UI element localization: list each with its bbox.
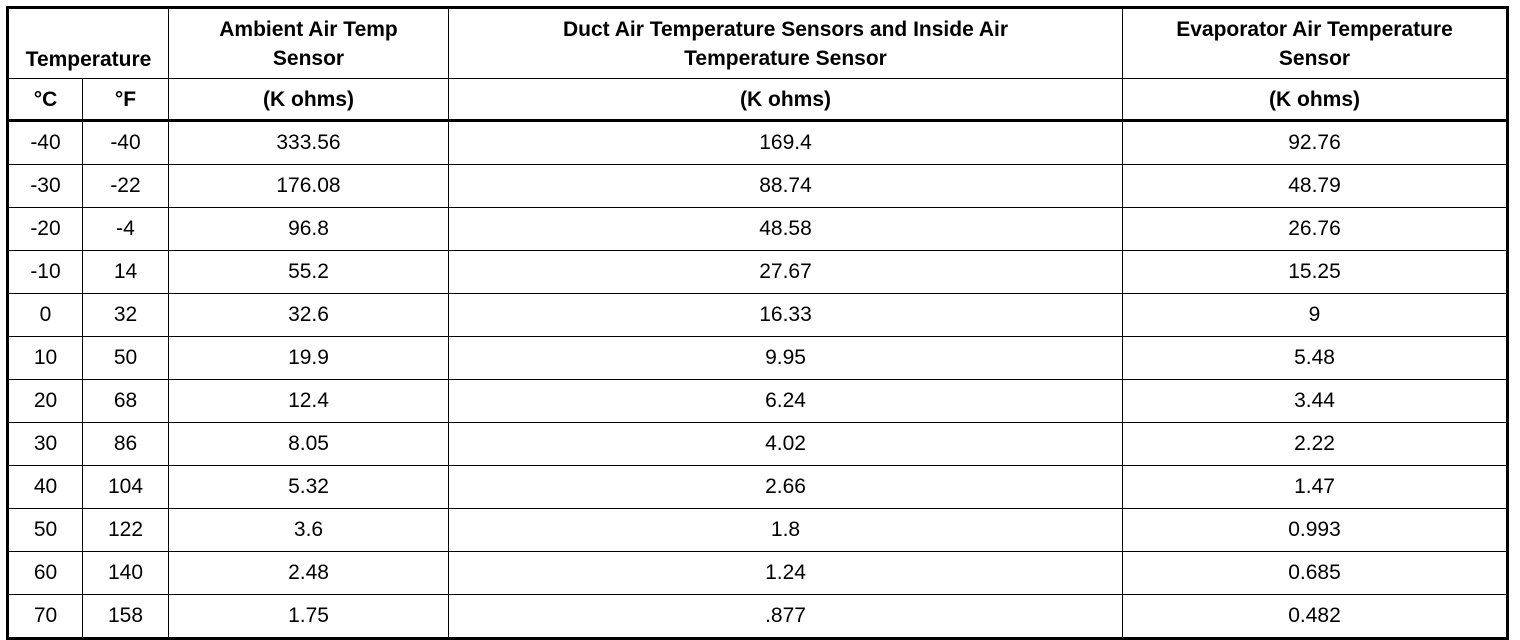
data-cell: 2.22 xyxy=(1122,422,1508,466)
data-cell: 88.74 xyxy=(448,164,1123,208)
data-cell: 48.58 xyxy=(448,207,1123,251)
data-cell: 5.48 xyxy=(1122,336,1508,380)
data-cell: 104 xyxy=(82,465,169,509)
data-cell: 0.993 xyxy=(1122,508,1508,552)
column-header: Duct Air Temperature Sensors and Inside … xyxy=(448,7,1123,79)
data-cell: 27.67 xyxy=(448,250,1123,294)
data-cell: 0 xyxy=(7,293,83,337)
data-cell: 158 xyxy=(82,594,169,639)
data-row: -20 -4 96.8 48.58 26.76 xyxy=(7,207,1508,251)
data-row: 20 68 12.4 6.24 3.44 xyxy=(7,379,1508,423)
header-row: Temperature Ambient Air Temp Sensor Duct… xyxy=(7,7,1508,79)
data-cell: 10 xyxy=(7,336,83,380)
data-cell: 140 xyxy=(82,551,169,595)
data-row: 70 158 1.75.877 0.482 xyxy=(7,594,1508,639)
data-row: 60 140 2.48 1.24 0.685 xyxy=(7,551,1508,595)
data-cell: 5.32 xyxy=(168,465,449,509)
data-row: 30 86 8.05 4.02 2.22 xyxy=(7,422,1508,466)
data-cell: 3.6 xyxy=(168,508,449,552)
data-cell: 19.9 xyxy=(168,336,449,380)
data-cell: 32.6 xyxy=(168,293,449,337)
unit-header: °C xyxy=(7,78,83,122)
data-cell: 3.44 xyxy=(1122,379,1508,423)
data-cell: 50 xyxy=(7,508,83,552)
data-cell: 1.24 xyxy=(448,551,1123,595)
data-row: -10 14 55.2 27.67 15.25 xyxy=(7,250,1508,294)
data-cell: 20 xyxy=(7,379,83,423)
data-cell: -20 xyxy=(7,207,83,251)
data-row: 40 104 5.32 2.66 1.47 xyxy=(7,465,1508,509)
data-cell: .877 xyxy=(448,594,1123,639)
data-cell: 4.02 xyxy=(448,422,1123,466)
data-cell: 9 xyxy=(1122,293,1508,337)
data-cell: 92.76 xyxy=(1122,120,1508,165)
data-cell: 86 xyxy=(82,422,169,466)
data-cell: 1.75 xyxy=(168,594,449,639)
data-cell: -4 xyxy=(82,207,169,251)
data-cell: 60 xyxy=(7,551,83,595)
unit-header: (K ohms) xyxy=(168,78,449,122)
table-body: -40 -40 333.56 169.4 92.76 -30 -22 176.08 88.74 4… xyxy=(7,120,1508,639)
unit-header: (K ohms) xyxy=(448,78,1123,122)
data-cell: -40 xyxy=(7,120,83,165)
data-row: -30 -22 176.08 88.74 48.79 xyxy=(7,164,1508,208)
data-cell: 1.8 xyxy=(448,508,1123,552)
data-cell: 68 xyxy=(82,379,169,423)
data-cell: 0.685 xyxy=(1122,551,1508,595)
data-cell: 2.66 xyxy=(448,465,1123,509)
data-cell: 15.25 xyxy=(1122,250,1508,294)
data-cell: 8.05 xyxy=(168,422,449,466)
table-header: Temperature Ambient Air Temp Sensor Duct… xyxy=(7,7,1508,122)
unit-row: °C °F (K ohms) (K ohms) (K ohms) xyxy=(7,78,1508,122)
data-cell: -30 xyxy=(7,164,83,208)
data-cell: 40 xyxy=(7,465,83,509)
data-cell: 50 xyxy=(82,336,169,380)
column-header: Evaporator Air Temperature Sensor xyxy=(1122,7,1508,79)
data-cell: 12.4 xyxy=(168,379,449,423)
data-row: 10 50 19.9 9.95 5.48 xyxy=(7,336,1508,380)
data-cell: 6.24 xyxy=(448,379,1123,423)
column-header: Ambient Air Temp Sensor xyxy=(168,7,449,79)
data-row: 0 32 32.6 16.33 9 xyxy=(7,293,1508,337)
data-cell: 122 xyxy=(82,508,169,552)
data-cell: 333.56 xyxy=(168,120,449,165)
resistance-table: Temperature Ambient Air Temp Sensor Duct… xyxy=(6,6,1509,640)
data-cell: 176.08 xyxy=(168,164,449,208)
data-cell: 48.79 xyxy=(1122,164,1508,208)
data-cell: -22 xyxy=(82,164,169,208)
data-cell: 32 xyxy=(82,293,169,337)
data-cell: 70 xyxy=(7,594,83,639)
data-cell: 9.95 xyxy=(448,336,1123,380)
data-cell: 2.48 xyxy=(168,551,449,595)
group-header: Temperature xyxy=(7,7,169,79)
data-row: -40 -40 333.56 169.4 92.76 xyxy=(7,120,1508,165)
data-cell: 26.76 xyxy=(1122,207,1508,251)
unit-header: (K ohms) xyxy=(1122,78,1508,122)
data-cell: -40 xyxy=(82,120,169,165)
data-cell: 14 xyxy=(82,250,169,294)
data-cell: 16.33 xyxy=(448,293,1123,337)
data-cell: 30 xyxy=(7,422,83,466)
data-cell: 0.482 xyxy=(1122,594,1508,639)
data-cell: -10 xyxy=(7,250,83,294)
data-cell: 169.4 xyxy=(448,120,1123,165)
data-row: 50 122 3.6 1.8 0.993 xyxy=(7,508,1508,552)
data-cell: 96.8 xyxy=(168,207,449,251)
data-cell: 55.2 xyxy=(168,250,449,294)
unit-header: °F xyxy=(82,78,169,122)
data-cell: 1.47 xyxy=(1122,465,1508,509)
